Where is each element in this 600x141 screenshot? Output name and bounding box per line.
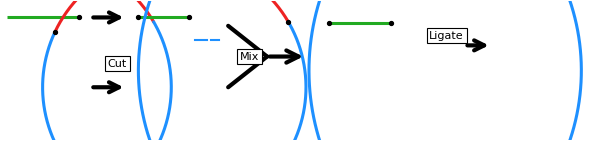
Text: Ligate: Ligate: [430, 31, 464, 41]
Text: Mix: Mix: [239, 52, 259, 61]
Text: Cut: Cut: [108, 59, 127, 69]
